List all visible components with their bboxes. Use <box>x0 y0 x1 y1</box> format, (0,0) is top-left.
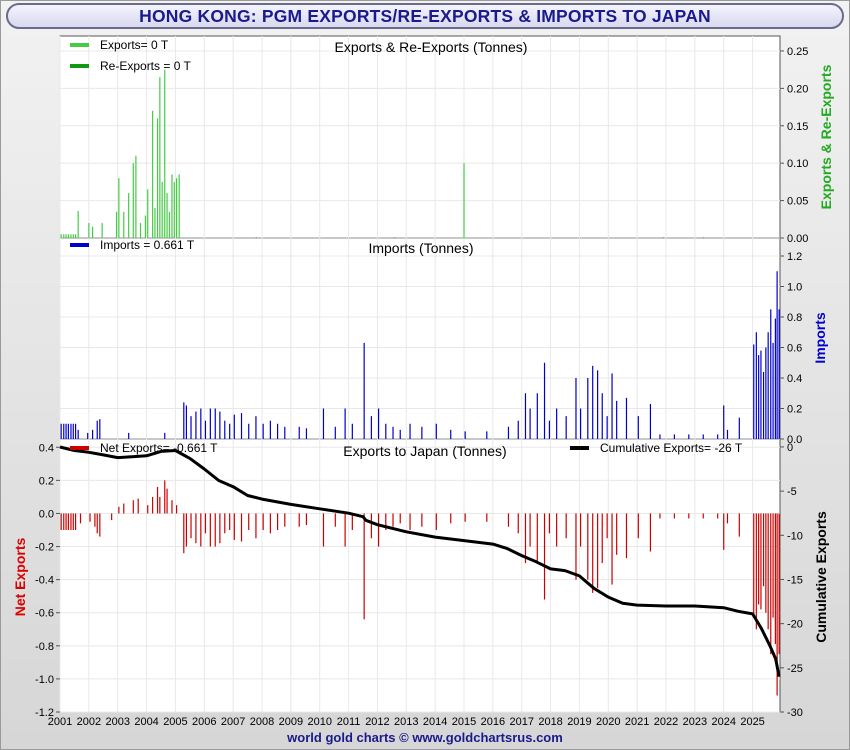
legend-imports: Imports = 0.661 T <box>100 238 195 252</box>
x-tick-label: 2016 <box>481 716 505 728</box>
x-tick-label: 2008 <box>250 716 274 728</box>
x-tick-label: 2017 <box>509 716 533 728</box>
y-tick-label-exports: 0.20 <box>787 83 808 95</box>
x-tick-label: 2004 <box>134 716 158 728</box>
y-tick-label-cumulative: -20 <box>787 619 803 631</box>
grid <box>59 36 780 713</box>
exports-panel-title: Exports & Re-Exports (Tonnes) <box>335 39 528 55</box>
y-tick-label-exports: 0.00 <box>787 233 808 245</box>
y-tick-label-cumulative: -30 <box>787 707 803 719</box>
exports-axis-title: Exports & Re-Exports <box>818 64 834 209</box>
y-tick-label-imports: 1.0 <box>787 282 802 294</box>
x-tick-label: 2021 <box>625 716 649 728</box>
x-tick-label: 2023 <box>683 716 707 728</box>
x-tick-label: 2018 <box>538 716 562 728</box>
y-tick-label-net: -0.2 <box>35 542 54 554</box>
x-tick-label: 2022 <box>654 716 678 728</box>
y-tick-label-net: -0.4 <box>35 575 54 587</box>
x-tick-label: 2003 <box>105 716 129 728</box>
chart-marks: 2001 2002 2003 2004 2005 2006 2007 2008 2009 2010… <box>35 46 808 728</box>
y-tick-label-cumulative: -5 <box>787 486 797 498</box>
title-bar: HONG KONG: PGM EXPORTS/RE-EXPORTS & IMPO… <box>6 3 844 29</box>
y-tick-label-net: 0.2 <box>39 475 54 487</box>
imports-panel-title: Imports (Tonnes) <box>368 240 473 256</box>
y-tick-label-exports: 0.15 <box>787 121 808 133</box>
y-tick-label-imports: 0.2 <box>787 404 802 416</box>
legend-swatch-imports <box>70 243 89 247</box>
legend-cumulative: Cumulative Exports= -26 T <box>600 441 743 455</box>
y-tick-label-exports: 0.05 <box>787 196 808 208</box>
x-tick-label: 2020 <box>596 716 620 728</box>
net-exports-axis-title: Net Exports <box>12 538 28 617</box>
x-tick-label: 2009 <box>279 716 303 728</box>
y-tick-label-net: -1.2 <box>35 707 54 719</box>
cumulative-axis-title: Cumulative Exports <box>813 511 829 643</box>
x-tick-label: 2007 <box>221 716 245 728</box>
x-tick-label: 2006 <box>192 716 216 728</box>
x-tick-label: 2013 <box>394 716 418 728</box>
x-tick-label: 2014 <box>423 716 447 728</box>
y-tick-label-imports: 0.0 <box>787 434 802 446</box>
y-tick-label-imports: 0.4 <box>787 373 802 385</box>
legend-reexports: Re-Exports = 0 T <box>100 59 191 73</box>
cumulative-line <box>59 445 781 677</box>
y-tick-label-net: 0.4 <box>39 442 54 454</box>
y-tick-label-imports: 0.6 <box>787 343 802 355</box>
net-panel-title: Exports to Japan (Tonnes) <box>343 443 506 459</box>
legend-net-exports: Net Exports= -0.661 T <box>100 441 218 455</box>
y-tick-label-exports: 0.25 <box>787 46 808 58</box>
y-tick-label-imports: 1.2 <box>787 251 802 263</box>
y-tick-label-net: -0.8 <box>35 641 54 653</box>
x-tick-label: 2001 <box>48 716 72 728</box>
y-tick-label-imports: 0.8 <box>787 312 802 324</box>
y-tick-label-net: -1.0 <box>35 674 54 686</box>
plot-area <box>59 35 781 713</box>
footer-credit: world gold charts © www.goldchartsrus.co… <box>287 730 563 745</box>
legend-swatch-net <box>70 446 89 450</box>
x-tick-label: 2002 <box>77 716 101 728</box>
y-tick-label-net: -0.6 <box>35 608 54 620</box>
x-tick-label: 2011 <box>337 716 361 728</box>
y-tick-label-net: 0.0 <box>39 508 54 520</box>
legend-swatch-cumulative <box>570 446 589 450</box>
x-tick-label: 2015 <box>452 716 476 728</box>
y-tick-label-cumulative: 0 <box>787 442 793 454</box>
y-tick-label-exports: 0.10 <box>787 158 808 170</box>
x-tick-label: 2025 <box>740 716 764 728</box>
x-tick-label: 2010 <box>307 716 331 728</box>
x-tick-label: 2019 <box>567 716 591 728</box>
legend-swatch-reexports <box>70 64 89 68</box>
x-tick-label: 2024 <box>711 716 735 728</box>
imports-axis-title: Imports <box>812 312 828 364</box>
x-tick-label: 2012 <box>365 716 389 728</box>
y-tick-label-cumulative: -15 <box>787 574 803 586</box>
x-tick-label: 2005 <box>163 716 187 728</box>
legend-swatch-exports <box>70 43 89 47</box>
y-tick-label-cumulative: -10 <box>787 530 803 542</box>
legend-exports: Exports= 0 T <box>100 38 169 52</box>
y-tick-label-cumulative: -25 <box>787 663 803 675</box>
page-title: HONG KONG: PGM EXPORTS/RE-EXPORTS & IMPO… <box>139 5 711 26</box>
